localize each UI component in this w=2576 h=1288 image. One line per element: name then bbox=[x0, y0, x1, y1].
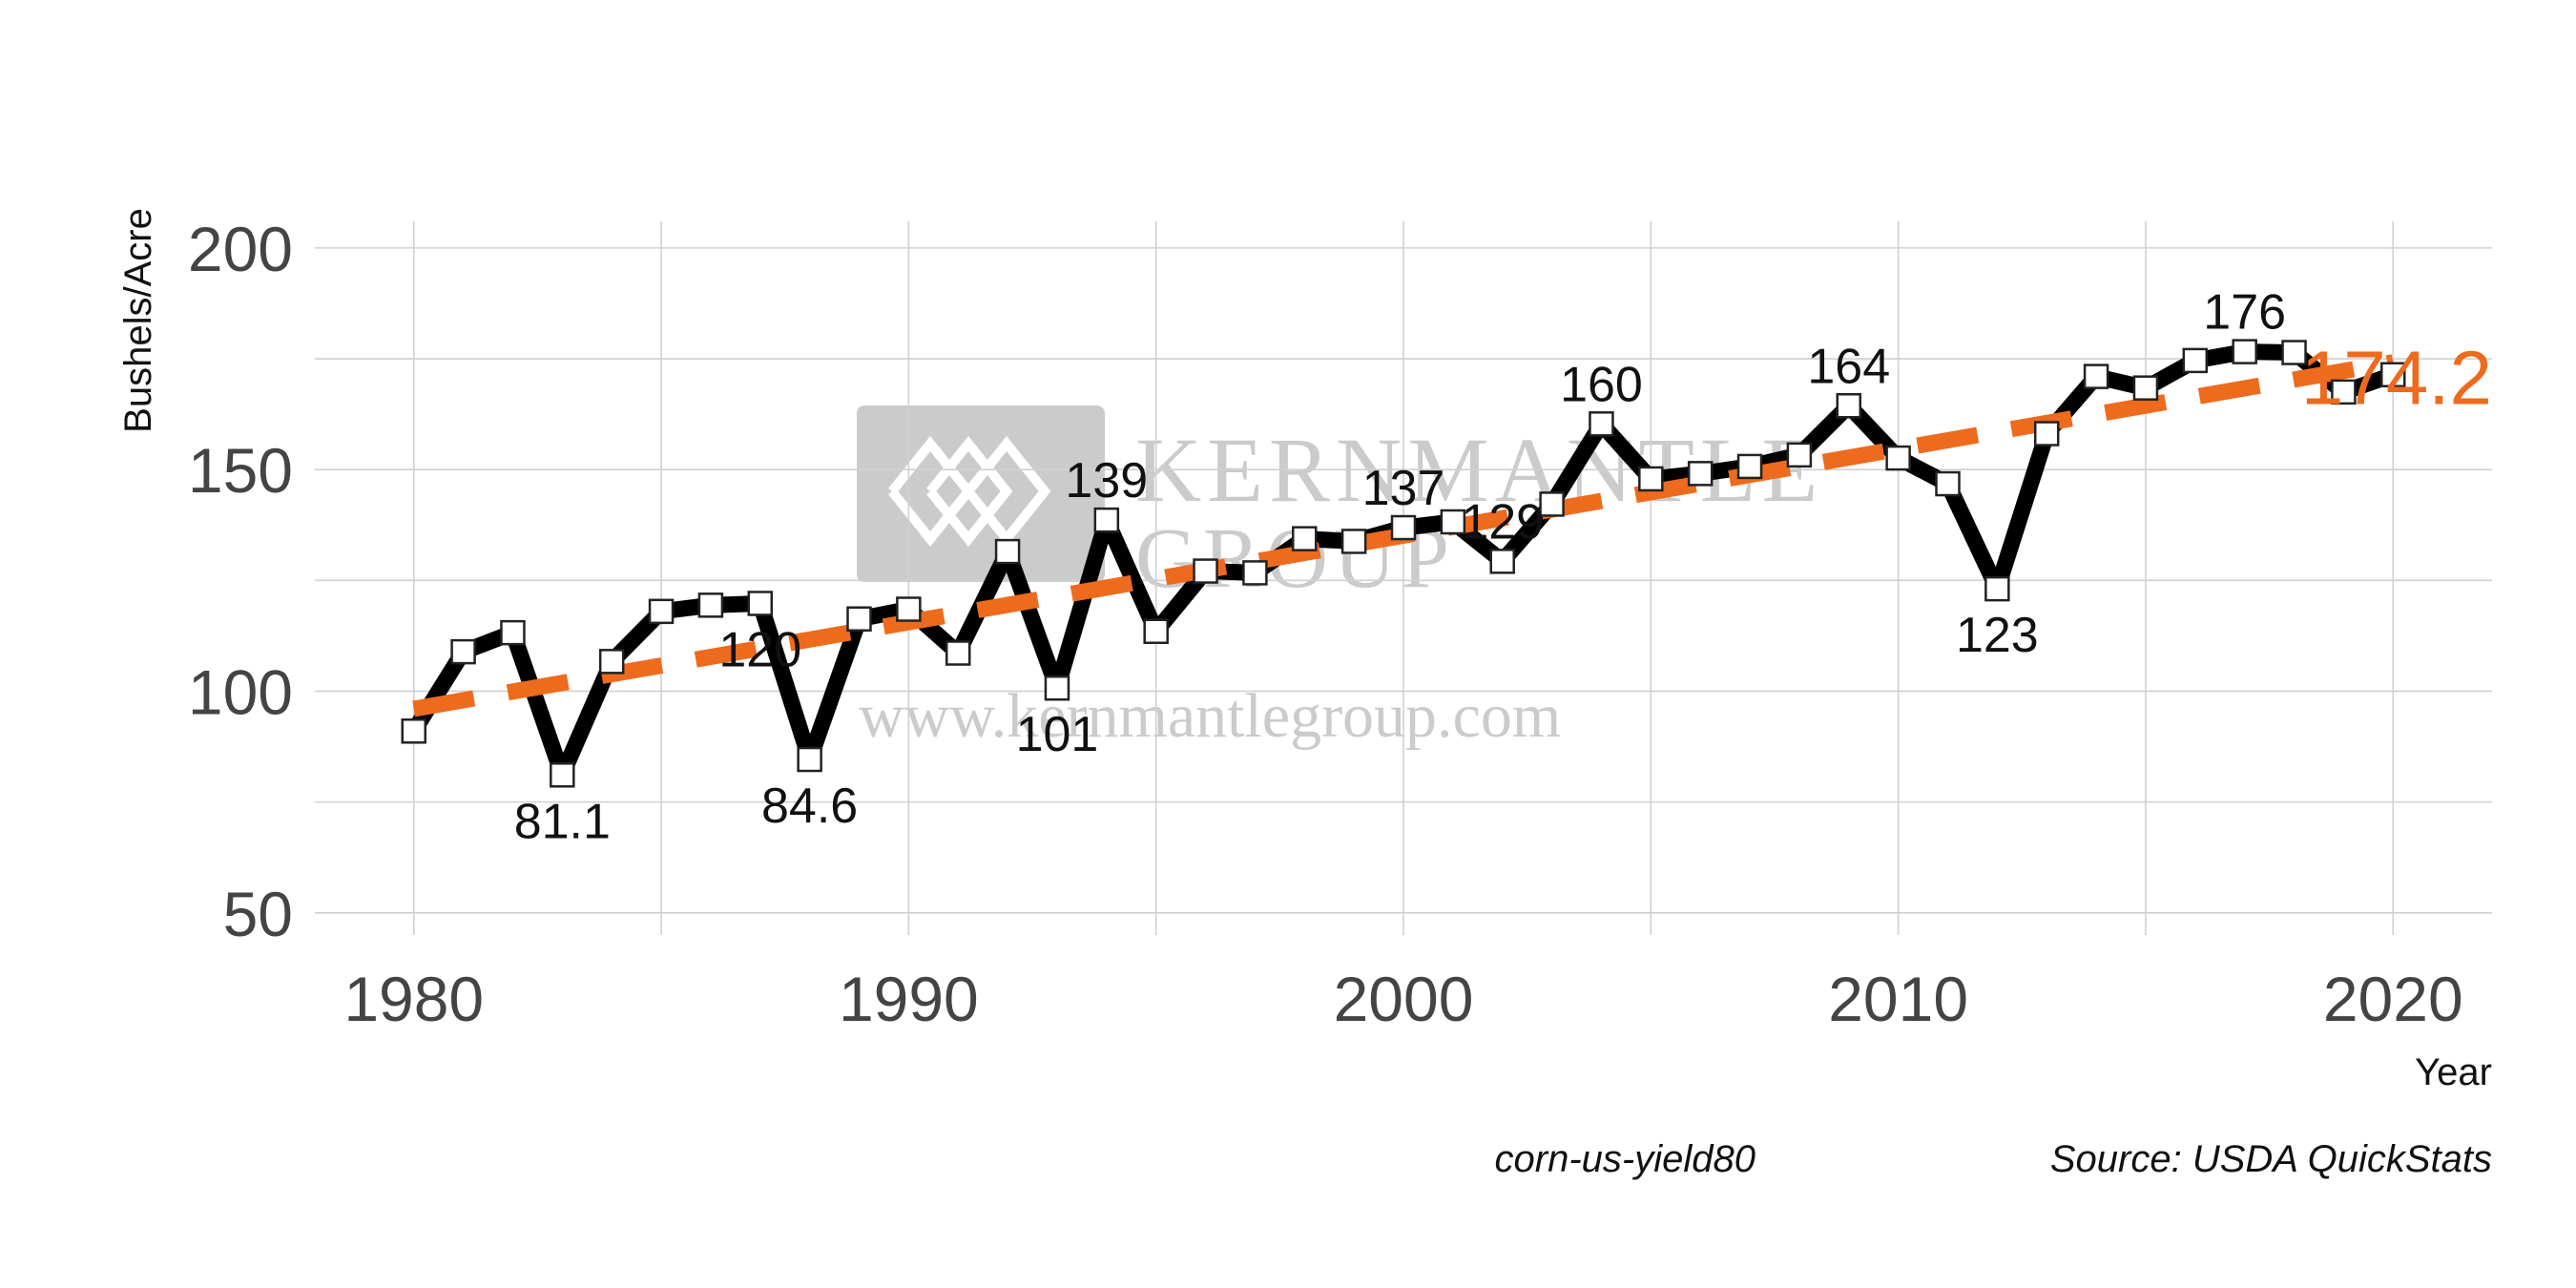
data-point bbox=[1687, 461, 1714, 487]
data-point bbox=[945, 640, 971, 666]
data-point bbox=[896, 596, 922, 622]
y-tick-label: 50 bbox=[223, 879, 293, 949]
x-axis-title: Year bbox=[2415, 1051, 2492, 1093]
data-point bbox=[2281, 340, 2307, 365]
source-caption: Source: USDA QuickStats bbox=[2050, 1138, 2492, 1180]
data-point bbox=[2182, 347, 2209, 374]
data-point bbox=[2033, 421, 2060, 447]
data-point bbox=[697, 592, 724, 618]
data-label: 84.6 bbox=[761, 779, 858, 834]
data-point bbox=[1440, 509, 1466, 535]
data-point bbox=[450, 638, 476, 665]
x-tick-label: 2010 bbox=[1828, 964, 1968, 1034]
data-point bbox=[1044, 675, 1070, 701]
data-point bbox=[1589, 411, 1614, 437]
watermark-url: www.kernmantlegroup.com bbox=[859, 681, 1561, 751]
x-tick-label: 2000 bbox=[1334, 964, 1474, 1034]
data-point bbox=[550, 762, 575, 788]
data-point bbox=[1836, 393, 1862, 419]
data-label: 120 bbox=[718, 622, 801, 677]
data-point bbox=[846, 606, 872, 632]
data-point bbox=[2232, 339, 2257, 364]
y-axis-ticks: 50 100 150 200 bbox=[188, 214, 293, 949]
chart-code-caption: corn-us-yield80 bbox=[1495, 1138, 1755, 1180]
data-point bbox=[1539, 491, 1565, 517]
data-point bbox=[747, 591, 774, 616]
data-label: 176 bbox=[2203, 285, 2286, 341]
y-tick-label: 100 bbox=[188, 656, 293, 727]
trend-end-label: 174.2 bbox=[2301, 336, 2492, 421]
y-axis-title: Bushels/Acre bbox=[117, 208, 159, 433]
y-tick-label: 200 bbox=[188, 214, 293, 284]
grid bbox=[315, 221, 2492, 935]
data-label: 164 bbox=[1807, 339, 1890, 394]
data-point bbox=[598, 649, 625, 675]
watermark-logo bbox=[857, 405, 1105, 582]
data-labels-layer: 81.1 120 84.6 101 139 137 129 160 164 123 176 174.2 bbox=[514, 285, 2492, 850]
data-point bbox=[1390, 514, 1417, 541]
data-point bbox=[2331, 379, 2357, 405]
data-point bbox=[2132, 375, 2159, 401]
data-label: 160 bbox=[1560, 357, 1643, 412]
data-point bbox=[648, 598, 675, 625]
data-point bbox=[500, 619, 526, 646]
x-axis-ticks: 1980 1990 2000 2010 2020 bbox=[343, 964, 2462, 1034]
data-point bbox=[1984, 575, 2010, 602]
data-point bbox=[1638, 466, 1664, 492]
data-label: 81.1 bbox=[514, 794, 611, 849]
data-label: 123 bbox=[1956, 608, 2039, 663]
x-tick-label: 1990 bbox=[839, 964, 979, 1034]
x-tick-label: 1980 bbox=[343, 964, 484, 1034]
data-point bbox=[1885, 445, 1911, 471]
data-point bbox=[1935, 470, 1961, 497]
data-label: 137 bbox=[1362, 461, 1445, 516]
data-point bbox=[1340, 529, 1367, 554]
data-label: 139 bbox=[1065, 453, 1148, 509]
data-point bbox=[2380, 362, 2406, 388]
data-point bbox=[2083, 364, 2109, 389]
data-label: 101 bbox=[1016, 707, 1099, 762]
y-tick-label: 150 bbox=[188, 435, 293, 506]
data-point bbox=[994, 538, 1021, 565]
data-label: 129 bbox=[1461, 494, 1544, 550]
x-tick-label: 2020 bbox=[2323, 964, 2463, 1034]
data-point bbox=[1786, 442, 1813, 468]
data-point bbox=[797, 746, 822, 773]
data-point bbox=[1242, 560, 1268, 586]
markers-layer bbox=[401, 339, 2406, 788]
data-point bbox=[1489, 549, 1515, 574]
data-point bbox=[1143, 618, 1169, 645]
data-point bbox=[1193, 558, 1218, 584]
data-point bbox=[1093, 507, 1120, 533]
data-point bbox=[1292, 526, 1318, 551]
data-point bbox=[1736, 453, 1763, 480]
data-point bbox=[401, 718, 426, 744]
